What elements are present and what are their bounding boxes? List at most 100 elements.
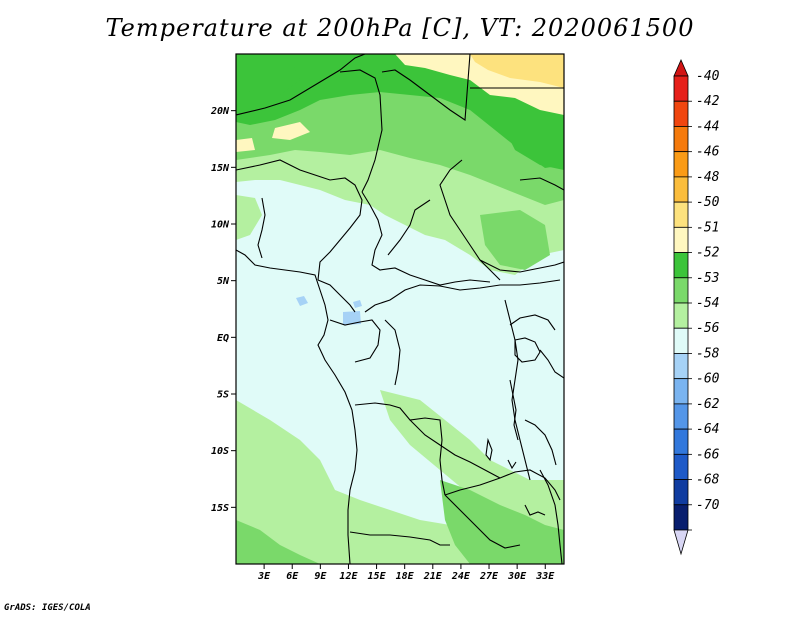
colorbar-swatch bbox=[673, 302, 689, 329]
lon-tick-label: 24E bbox=[451, 571, 471, 582]
colorbar-swatch bbox=[673, 403, 689, 430]
colorbar-label: -46 bbox=[696, 145, 720, 160]
field-mid-green-south-2 bbox=[236, 520, 320, 564]
border-lake-mweru bbox=[485, 437, 493, 462]
border-drc-inner bbox=[384, 319, 401, 386]
colorbar-swatch bbox=[673, 75, 689, 102]
border-angola bbox=[354, 402, 446, 496]
lon-tick-label: 21E bbox=[423, 571, 443, 582]
field-yellow-4 bbox=[236, 138, 255, 152]
colorbar-swatch bbox=[673, 504, 689, 531]
colorbar-bottom-arrow bbox=[673, 529, 689, 556]
border-lake-victoria bbox=[514, 337, 541, 363]
latitude-axis: 20N 15N 10N 5N EQ 5S 10S 15S bbox=[210, 106, 236, 514]
colorbar-label: -48 bbox=[696, 170, 720, 185]
lon-tick-label: 9E bbox=[314, 571, 327, 582]
lon-tick-label: 12E bbox=[339, 571, 358, 582]
lon-tick-label: 27E bbox=[479, 571, 499, 582]
longitude-axis: 3E 6E 9E 12E 15E 18E 21E 24E 27E 30E 33E bbox=[257, 564, 555, 582]
border-tanzania bbox=[524, 419, 557, 466]
colorbar-swatch bbox=[673, 126, 689, 153]
colorbar-swatch bbox=[673, 453, 689, 480]
border-central bbox=[387, 199, 431, 256]
grads-credit: GrADS: IGES/COLA bbox=[4, 603, 91, 613]
lat-tick-label: 20N bbox=[210, 106, 230, 117]
colorbar-swatch bbox=[673, 226, 689, 253]
lat-tick-label: 5N bbox=[217, 276, 230, 287]
colorbar-label: -50 bbox=[696, 195, 720, 210]
border-south-sudan bbox=[479, 259, 564, 273]
border-sudan-east bbox=[519, 177, 564, 191]
lon-tick-label: 18E bbox=[396, 571, 415, 582]
map-frame bbox=[235, 53, 565, 565]
field-green-south bbox=[236, 400, 564, 564]
lat-tick-label: EQ bbox=[217, 333, 229, 344]
border-nigeria bbox=[236, 159, 363, 281]
border-chad-car bbox=[361, 191, 491, 286]
lat-tick-label: 10S bbox=[211, 446, 229, 457]
colorbar-label: -40 bbox=[696, 69, 720, 84]
colorbar: -40 -42 -44 -46 -48 -50 -51 -52 -53 -54 -56 -58 -60 -… bbox=[673, 59, 720, 556]
temperature-field bbox=[236, 54, 564, 564]
border-uganda bbox=[509, 314, 556, 331]
lon-tick-label: 30E bbox=[507, 571, 527, 582]
border-west-inner bbox=[257, 197, 266, 259]
colorbar-top-arrow bbox=[673, 59, 689, 77]
border-congo-drc bbox=[364, 279, 561, 313]
colorbar-label: -58 bbox=[696, 346, 720, 361]
border-kenya bbox=[539, 349, 564, 379]
lat-tick-label: 5S bbox=[217, 390, 229, 401]
colorbar-swatch bbox=[673, 176, 689, 203]
field-yellow-3 bbox=[272, 122, 310, 140]
border-angola-south bbox=[349, 531, 450, 546]
border-lake-small bbox=[507, 459, 517, 470]
colorbar-swatch bbox=[673, 151, 689, 178]
field-yellow-2 bbox=[470, 54, 564, 88]
colorbar-label: -53 bbox=[696, 271, 719, 286]
colorbar-swatch bbox=[673, 353, 689, 380]
border-moz bbox=[539, 469, 563, 564]
colorbar-swatch bbox=[673, 252, 689, 279]
colorbar-label: -44 bbox=[696, 119, 719, 134]
border-sahara-3 bbox=[381, 54, 471, 121]
colorbar-swatch bbox=[673, 378, 689, 405]
border-cameroon bbox=[317, 279, 356, 313]
colorbar-label: -66 bbox=[696, 447, 720, 462]
map-title: Temperature at 200hPa [C], VT: 202006150… bbox=[105, 14, 695, 42]
border-zambia-2 bbox=[444, 494, 521, 549]
border-sahara-1 bbox=[236, 54, 366, 116]
field-mid-green-south bbox=[440, 480, 564, 564]
colorbar-label: -42 bbox=[696, 94, 720, 109]
field-blue-2 bbox=[296, 296, 308, 306]
lon-tick-label: 33E bbox=[535, 571, 555, 582]
colorbar-label: -54 bbox=[696, 296, 719, 311]
border-gabon bbox=[329, 319, 381, 363]
colorbar-label: -51 bbox=[696, 220, 719, 235]
border-lake-tanganyika bbox=[509, 379, 519, 441]
border-drc-east bbox=[504, 299, 531, 481]
colorbar-swatch bbox=[673, 201, 689, 228]
colorbar-label: -56 bbox=[696, 321, 720, 336]
field-green-patch-1 bbox=[500, 115, 564, 170]
colorbar-label: -52 bbox=[696, 246, 720, 261]
border-drc-south bbox=[409, 419, 501, 479]
lon-tick-label: 3E bbox=[257, 571, 271, 582]
field-green-west bbox=[236, 195, 262, 240]
lat-tick-label: 15S bbox=[211, 503, 229, 514]
coastlines-borders bbox=[236, 54, 564, 564]
field-green-south-2 bbox=[380, 390, 564, 525]
border-zambia bbox=[444, 469, 561, 501]
field-green-east bbox=[480, 210, 550, 270]
colorbar-label: -60 bbox=[696, 372, 720, 387]
lon-tick-label: 15E bbox=[368, 571, 387, 582]
lat-tick-label: 15N bbox=[211, 163, 230, 174]
lon-tick-label: 6E bbox=[286, 571, 299, 582]
colorbar-label: -64 bbox=[696, 422, 719, 437]
lat-tick-label: 10N bbox=[211, 220, 230, 231]
coastline-west-africa bbox=[236, 249, 358, 564]
colorbar-label: -68 bbox=[696, 473, 720, 488]
colorbar-swatch bbox=[673, 479, 689, 506]
field-blue-3 bbox=[353, 300, 362, 308]
colorbar-swatch bbox=[673, 327, 689, 354]
